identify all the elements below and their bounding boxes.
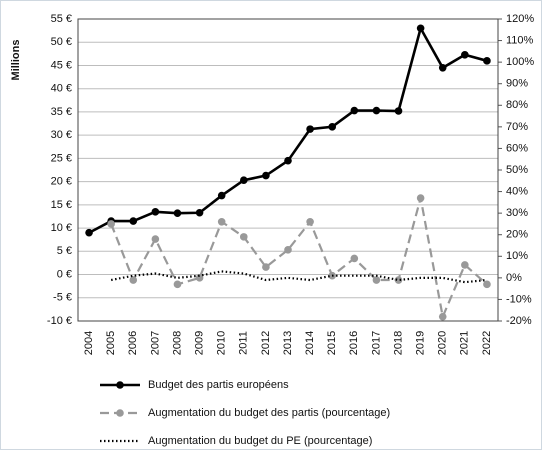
legend-label: Augmentation du budget des partis (pourc… [148,407,390,419]
point [328,122,337,131]
point [151,208,160,216]
point [107,220,115,228]
y2-tick-label: 60% [506,142,528,154]
legend-marker [116,409,124,417]
y-tick-label: 35 € [51,106,72,118]
y-tick-label: 30 € [51,129,72,141]
x-tick-label: 2021 [459,331,471,355]
x-tick-label: 2020 [437,331,449,355]
point [85,228,93,237]
x-tick-label: 2011 [238,331,250,355]
point [284,246,292,254]
y-tick-label: 45 € [51,59,72,71]
point [438,312,447,321]
y-tick-label: 10 € [51,222,72,234]
x-tick-label: 2012 [260,331,272,355]
x-tick-label: 2006 [127,331,139,355]
point [416,194,425,202]
y-tick-label: 50 € [51,36,72,48]
x-tick-label: 2013 [282,331,294,355]
x-tick-label: 2016 [348,331,360,355]
point [416,24,425,33]
point [195,274,204,282]
point [350,254,359,263]
point [239,176,248,185]
point [461,261,469,269]
x-tick-label: 2015 [326,331,338,355]
x-tick-label: 2005 [105,331,117,355]
point [394,276,403,284]
point [372,276,381,284]
point [306,217,314,226]
y2-tick-label: 70% [506,121,528,133]
point [173,209,182,218]
y-tick-label: -10 € [47,315,72,327]
point [262,263,270,271]
y2-tick-label: 30% [506,207,528,219]
y2-tick-label: 110% [506,34,534,46]
x-tick-label: 2008 [171,331,183,355]
y2-tick-label: 100% [506,56,534,68]
point [461,50,469,59]
point [217,217,226,226]
x-tick-label: 2007 [149,331,161,355]
plot-area [77,18,499,322]
y2-tick-label: -20% [506,315,532,327]
y2-tick-label: 90% [506,78,528,90]
x-tick-label: 2019 [415,331,427,355]
x-tick-label: 2014 [304,331,316,355]
point [483,57,491,65]
y2-tick-label: 20% [506,229,528,241]
y2-tick-label: 40% [506,185,528,197]
point [438,63,447,72]
y-tick-label: -5 € [53,292,72,304]
point [394,107,403,115]
y-tick-label: 40 € [51,83,72,95]
legend-marker [116,381,124,389]
point [262,171,270,180]
point [306,125,314,133]
y-tick-label: 25 € [51,152,72,164]
x-tick-label: 2004 [83,331,95,355]
x-tick-label: 2018 [392,331,404,355]
x-tick-label: 2017 [370,331,382,355]
x-tick-label: 2010 [216,331,228,355]
y-tick-label: 0 € [57,268,72,280]
y2-tick-label: 80% [506,99,528,111]
point [239,233,248,241]
point [173,280,182,289]
series-line [88,24,488,234]
y2-tick-label: 0% [506,272,522,284]
point [372,106,381,115]
point [483,280,491,289]
y-tick-label: 55 € [51,13,72,25]
x-tick-label: 2009 [193,331,205,355]
x-tick-label: 2022 [481,331,493,355]
series-line [110,270,488,284]
legend-label: Augmentation du budget du PE (pourcentag… [148,435,372,447]
series-line [110,197,488,321]
point [350,106,359,115]
point [284,156,292,165]
y2-tick-label: 120% [506,13,534,25]
y-tick-label: 15 € [51,199,72,211]
point [129,217,138,225]
y-axis-label: Millions [10,40,22,81]
point [129,276,138,284]
y2-tick-label: 10% [506,250,528,262]
y-tick-label: 20 € [51,176,72,188]
point [217,191,226,200]
y2-tick-label: 50% [506,164,528,176]
legend-label: Budget des partis européens [148,379,289,391]
y2-tick-label: -10% [506,293,532,305]
point [195,208,204,217]
point [151,235,160,243]
y-tick-label: 5 € [57,245,72,257]
